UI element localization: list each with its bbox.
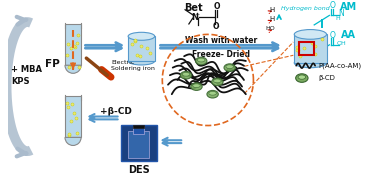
Bar xyxy=(133,127,144,134)
Text: H: H xyxy=(270,7,275,13)
Ellipse shape xyxy=(294,30,327,39)
Text: AA: AA xyxy=(341,30,356,40)
Text: FP: FP xyxy=(45,59,60,69)
Text: +: + xyxy=(195,12,200,17)
Text: +β-CD: +β-CD xyxy=(100,107,132,116)
Text: O: O xyxy=(212,22,219,31)
Text: + MBA
KPS: + MBA KPS xyxy=(11,65,42,86)
Ellipse shape xyxy=(214,79,221,83)
Text: Hydrogen bond: Hydrogen bond xyxy=(281,6,330,11)
Ellipse shape xyxy=(128,57,155,65)
Text: AM: AM xyxy=(340,2,357,12)
Text: OH: OH xyxy=(337,41,347,46)
Text: Bet: Bet xyxy=(184,3,203,13)
Ellipse shape xyxy=(294,58,327,68)
Ellipse shape xyxy=(226,65,234,68)
Text: O: O xyxy=(329,1,335,10)
Ellipse shape xyxy=(197,58,205,62)
Ellipse shape xyxy=(191,83,202,90)
Text: ⁻: ⁻ xyxy=(217,26,220,31)
Text: P(AA-co-AM): P(AA-co-AM) xyxy=(318,62,361,69)
Ellipse shape xyxy=(207,90,218,98)
Text: Freeze- Dried: Freeze- Dried xyxy=(192,50,250,59)
Bar xyxy=(294,34,327,63)
Text: DES: DES xyxy=(128,165,149,175)
Text: Electric
Soldering iron: Electric Soldering iron xyxy=(111,60,155,71)
Bar xyxy=(65,96,81,137)
Ellipse shape xyxy=(298,75,306,79)
Bar xyxy=(128,131,149,158)
Bar xyxy=(65,24,81,65)
Ellipse shape xyxy=(193,84,200,88)
Ellipse shape xyxy=(212,78,223,86)
Text: Wash with water: Wash with water xyxy=(185,36,257,45)
Text: β-CD: β-CD xyxy=(318,75,335,81)
Text: O: O xyxy=(329,31,335,40)
Text: O: O xyxy=(213,2,220,11)
Ellipse shape xyxy=(128,32,155,40)
Ellipse shape xyxy=(195,57,207,65)
Ellipse shape xyxy=(296,74,308,82)
Wedge shape xyxy=(65,65,81,73)
Ellipse shape xyxy=(224,64,235,72)
Bar xyxy=(133,125,144,128)
Bar xyxy=(128,36,155,61)
Bar xyxy=(121,125,156,161)
Text: HO: HO xyxy=(266,26,276,31)
Ellipse shape xyxy=(182,72,190,76)
Text: H: H xyxy=(270,16,275,22)
Bar xyxy=(299,42,314,55)
Ellipse shape xyxy=(180,72,192,79)
Text: N: N xyxy=(338,9,344,18)
Text: H: H xyxy=(336,16,340,21)
Text: N: N xyxy=(191,13,198,22)
Wedge shape xyxy=(65,137,81,145)
Ellipse shape xyxy=(209,91,217,95)
